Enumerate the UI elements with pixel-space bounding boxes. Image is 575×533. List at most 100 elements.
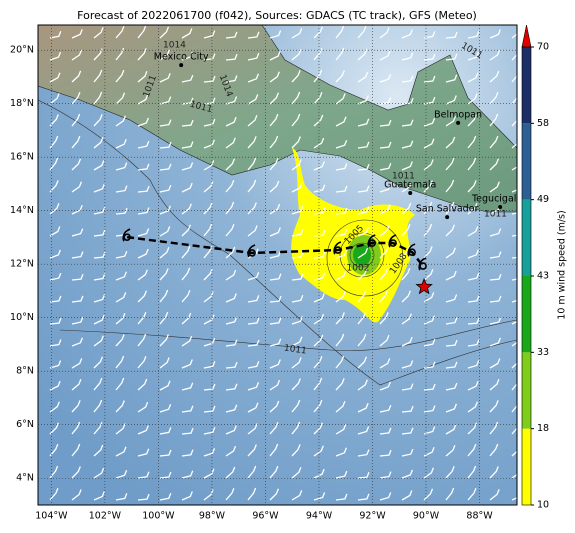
wind-barb (467, 443, 477, 457)
wind-barb (269, 338, 282, 347)
wind-barb (247, 487, 257, 501)
wind-barb (159, 268, 169, 281)
wind-barb (159, 471, 172, 479)
wind-barb (511, 299, 517, 303)
wind-barb (313, 26, 324, 39)
wind-barb (313, 69, 323, 83)
wind-barb (225, 487, 235, 501)
wind-barb (313, 468, 325, 479)
wind-barb (291, 113, 301, 127)
wind-barb (379, 404, 392, 413)
wind-barb (423, 117, 436, 127)
wind-barb (49, 465, 59, 479)
wind-barb (467, 487, 477, 501)
wind-barb (489, 70, 500, 83)
wind-barb (335, 229, 348, 237)
wind-barb (247, 402, 259, 413)
wind-barb (181, 427, 194, 435)
city-label: San Salvador (416, 204, 479, 215)
wind-barb (203, 427, 216, 435)
wind-barb (115, 312, 126, 325)
wind-barb (489, 443, 499, 457)
wind-barb (181, 74, 194, 83)
wind-barb (467, 72, 479, 83)
wind-barb (203, 75, 216, 83)
wind-barb (357, 227, 369, 237)
colorbar-extend (521, 24, 532, 48)
wind-barb (423, 467, 435, 479)
wind-barb (93, 314, 105, 325)
wind-barb (401, 313, 412, 325)
wind-barb (335, 25, 345, 39)
wind-barb (357, 426, 370, 435)
wind-barb (137, 207, 150, 215)
wind-barb (225, 179, 235, 193)
wind-barb (269, 421, 279, 435)
wind-barb (115, 185, 128, 193)
city-label: Guatemala (384, 180, 436, 191)
wind-speed-10-18 (291, 148, 415, 323)
wind-barb (423, 31, 436, 39)
wind-barb (291, 182, 303, 193)
wind-barb (379, 246, 389, 259)
wind-barb (313, 207, 326, 215)
wind-barb (379, 141, 392, 149)
wind-barb (445, 247, 456, 259)
wind-barb (335, 291, 346, 303)
wind-barb (291, 378, 301, 391)
city-label: Mexico City (154, 52, 209, 63)
wind-barb (203, 180, 214, 193)
wind-barb (115, 25, 125, 39)
isobar-label: 1011 (392, 172, 415, 182)
wind-barb (269, 359, 281, 369)
wind-barb (203, 139, 216, 149)
isobar-label: 1002 (347, 264, 370, 274)
wind-barb (115, 92, 126, 105)
wind-barb (269, 113, 279, 127)
wind-barb (137, 425, 149, 435)
wind-barb (511, 383, 517, 391)
lon-tick-label: 88°W (466, 511, 493, 522)
wind-barb (401, 140, 414, 149)
wind-barb (445, 466, 455, 479)
wind-barb (115, 115, 127, 127)
wind-barb (357, 95, 369, 105)
city-marker (179, 63, 184, 68)
wind-barb (225, 383, 238, 391)
wind-barb (93, 491, 105, 501)
wind-barb (49, 135, 59, 149)
wind-barb (423, 53, 436, 61)
wind-barb (247, 179, 257, 193)
wind-barb (71, 489, 82, 501)
wind-barb (313, 313, 325, 325)
wind-barb (71, 158, 82, 171)
wind-barb (335, 116, 347, 127)
tc-symbol (407, 243, 416, 257)
lat-tick-label: 6°N (16, 419, 34, 430)
wind-barb (445, 95, 457, 105)
wind-barb (269, 50, 281, 61)
wind-barb (401, 161, 413, 171)
wind-barb (269, 203, 281, 215)
wind-barb (269, 379, 281, 391)
wind-barb (379, 334, 390, 347)
wind-barb (401, 490, 413, 501)
wind-barb (335, 333, 345, 347)
graticule (38, 25, 517, 505)
wind-barb (423, 159, 434, 171)
wind-barb (379, 449, 392, 457)
tc-symbol (367, 234, 377, 248)
wind-barb (467, 249, 480, 259)
lat-tick-label: 18°N (10, 98, 34, 109)
wind-barb (467, 180, 477, 193)
wind-barb (71, 113, 81, 127)
wind-barb (49, 339, 62, 347)
wind-barb (49, 180, 59, 193)
wind-barb (379, 73, 392, 83)
tc-symbol (122, 228, 131, 242)
wind-barb (203, 223, 213, 237)
wind-barb (115, 355, 125, 369)
wind-barb (335, 163, 348, 171)
wind-barb (247, 136, 257, 149)
colorbar-segment (522, 123, 531, 200)
